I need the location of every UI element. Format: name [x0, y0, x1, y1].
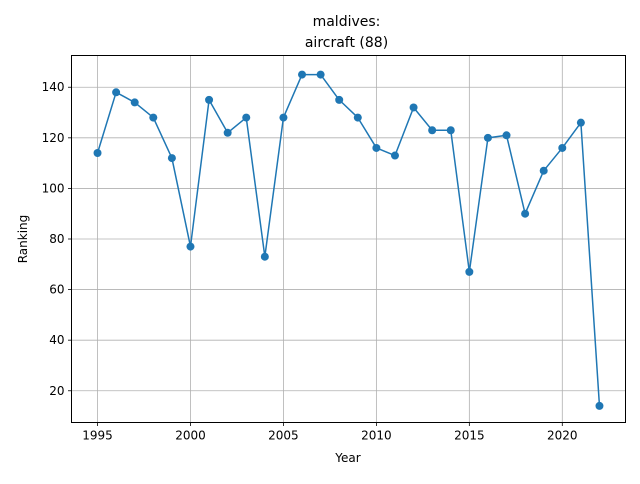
y-tick-label: 140: [42, 80, 65, 94]
y-tick-label: 60: [49, 283, 64, 297]
data-point: [93, 149, 102, 158]
x-tick-label: 2020: [547, 429, 578, 443]
data-point: [186, 242, 195, 251]
y-tick-label: 80: [49, 232, 64, 246]
data-point: [558, 143, 567, 152]
y-axis-label: Ranking: [16, 215, 30, 264]
data-point: [223, 128, 232, 137]
y-tick-label: 120: [42, 131, 65, 145]
y-tick-label: 100: [42, 181, 65, 195]
data-point: [112, 88, 121, 97]
data-point: [335, 95, 344, 104]
data-point: [167, 154, 176, 163]
data-point: [521, 209, 530, 218]
x-tick-label: 2005: [268, 429, 299, 443]
y-tick-label: 20: [49, 384, 64, 398]
data-point: [539, 166, 548, 175]
y-axis: 20 40 60 80 100 120 140: [42, 80, 72, 398]
data-point: [298, 70, 307, 79]
data-point: [428, 126, 437, 135]
data-point: [483, 133, 492, 142]
data-point: [316, 70, 325, 79]
y-tick-label: 40: [49, 333, 64, 347]
x-tick-label: 2000: [175, 429, 206, 443]
data-point: [353, 113, 362, 122]
data-point: [576, 118, 585, 127]
x-tick-label: 1995: [82, 429, 113, 443]
data-point: [595, 401, 604, 410]
data-point: [205, 95, 214, 104]
chart-title-line-1: maldives:: [313, 14, 381, 30]
data-point: [372, 143, 381, 152]
data-point: [242, 113, 251, 122]
data-point: [465, 267, 474, 276]
data-point: [409, 103, 418, 112]
data-point: [502, 131, 511, 140]
series-line: [96, 73, 601, 406]
data-point: [130, 98, 139, 107]
x-axis: 1995 2000 2005 2010 2015 2020: [82, 422, 578, 443]
data-point: [390, 151, 399, 160]
data-point: [260, 252, 269, 261]
x-tick-label: 2015: [454, 429, 485, 443]
data-point: [149, 113, 158, 122]
x-tick-label: 2010: [361, 429, 392, 443]
data-point: [279, 113, 288, 122]
data-point: [446, 126, 455, 135]
series: [93, 70, 604, 410]
chart-title-line-2: aircraft (88): [305, 35, 388, 51]
x-axis-label: Year: [334, 451, 360, 465]
